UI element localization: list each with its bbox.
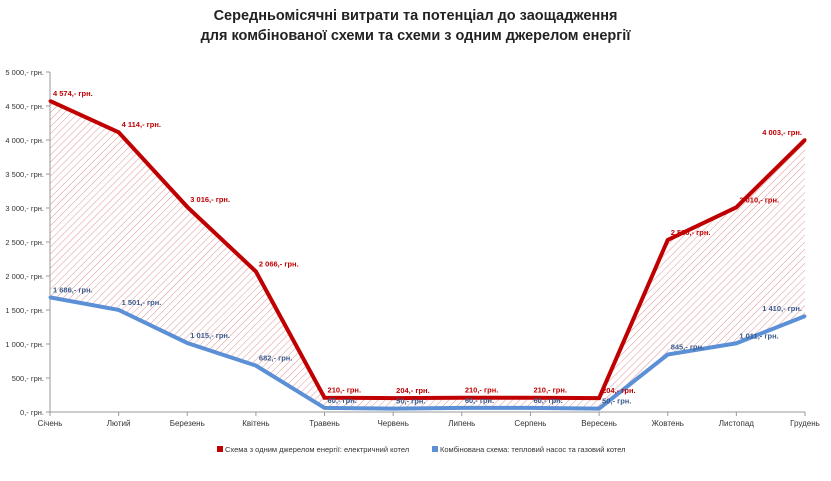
data-label: 210,- грн. — [533, 386, 567, 395]
data-label: 682,- грн. — [259, 354, 293, 363]
chart-subtitle: для комбінованої схеми та схеми з одним … — [200, 28, 631, 44]
data-label: 2 530,- грн. — [671, 228, 711, 237]
data-point — [48, 295, 52, 299]
data-label: 4 114,- грн. — [122, 120, 161, 129]
data-label: 4 574,- грн. — [53, 89, 93, 98]
savings-area — [50, 100, 805, 409]
y-tick-label: 500,- грн. — [12, 374, 44, 383]
data-label: 50,- грн. — [602, 397, 631, 406]
data-label: 2 066,- грн. — [259, 260, 299, 269]
data-point — [666, 238, 670, 242]
data-point — [734, 205, 738, 209]
x-tick-label: Липень — [448, 419, 475, 428]
data-label: 4 003,- грн. — [762, 128, 802, 137]
data-label: 210,- грн. — [328, 386, 362, 395]
data-label: 60,- грн. — [533, 396, 562, 405]
data-point — [254, 364, 258, 368]
x-tick-label: Березень — [170, 419, 205, 428]
data-point — [803, 314, 807, 318]
chart-title: Середньомісячні витрати та потенціал до … — [213, 8, 618, 24]
data-label: 60,- грн. — [465, 396, 494, 405]
y-tick-label: 2 500,- грн. — [5, 238, 44, 247]
legend-item-combined: Комбінована схема: тепловий насос та газ… — [440, 445, 626, 454]
data-point — [528, 406, 532, 410]
x-tick-label: Квітень — [242, 419, 269, 428]
data-point — [117, 308, 121, 312]
data-point — [391, 407, 395, 411]
data-point — [185, 341, 189, 345]
data-point — [391, 396, 395, 400]
data-point — [597, 407, 601, 411]
data-point — [803, 138, 807, 142]
x-tick-label: Грудень — [790, 419, 820, 428]
x-tick-label: Січень — [38, 419, 63, 428]
data-label: 60,- грн. — [328, 396, 357, 405]
y-tick-label: 2 000,- грн. — [5, 272, 44, 281]
data-point — [117, 130, 121, 134]
y-tick-label: 1 000,- грн. — [5, 340, 44, 349]
y-tick-label: 3 000,- грн. — [5, 204, 44, 213]
x-tick-label: Жовтень — [652, 419, 684, 428]
data-label: 50,- грн. — [396, 397, 425, 406]
series-line-electric — [49, 99, 807, 401]
data-point — [597, 396, 601, 400]
y-tick-label: 4 000,- грн. — [5, 136, 44, 145]
y-tick-label: 0,- грн. — [20, 408, 44, 417]
data-label: 1 015,- грн. — [190, 331, 230, 340]
data-label: 1 011,- грн. — [739, 331, 778, 340]
data-point — [254, 270, 258, 274]
y-tick-label: 4 500,- грн. — [5, 102, 44, 111]
legend-swatch — [217, 446, 223, 452]
data-label: 1 501,- грн. — [122, 298, 162, 307]
data-point — [323, 406, 327, 410]
data-point — [185, 205, 189, 209]
data-label: 3 016,- грн. — [190, 195, 230, 204]
data-label: 210,- грн. — [465, 386, 499, 395]
legend-swatch — [432, 446, 438, 452]
data-label: 204,- грн. — [396, 386, 430, 395]
x-tick-label: Травень — [309, 419, 340, 428]
y-tick-label: 1 500,- грн. — [5, 306, 44, 315]
data-point — [460, 406, 464, 410]
data-label: 845,- грн. — [671, 343, 705, 352]
data-label: 1 686,- грн. — [53, 285, 93, 294]
data-point — [323, 396, 327, 400]
x-tick-label: Вересень — [581, 419, 617, 428]
x-tick-label: Червень — [377, 419, 408, 428]
data-label: 1 410,- грн. — [762, 304, 802, 313]
legend-item-electric: Схема з одним джерелом енергії: електрич… — [225, 445, 409, 454]
y-tick-label: 3 500,- грн. — [5, 170, 44, 179]
data-point — [48, 99, 52, 103]
data-label: 3 010,- грн. — [739, 195, 779, 204]
data-point — [460, 396, 464, 400]
x-tick-label: Лютий — [107, 419, 131, 428]
x-tick-label: Листопад — [719, 419, 755, 428]
data-point — [666, 353, 670, 357]
data-label: 204,- грн. — [602, 386, 636, 395]
data-point — [528, 396, 532, 400]
x-tick-label: Серпень — [514, 419, 546, 428]
data-point — [734, 341, 738, 345]
y-tick-label: 5 000,- грн. — [5, 68, 44, 77]
series-line-combined — [49, 295, 806, 411]
